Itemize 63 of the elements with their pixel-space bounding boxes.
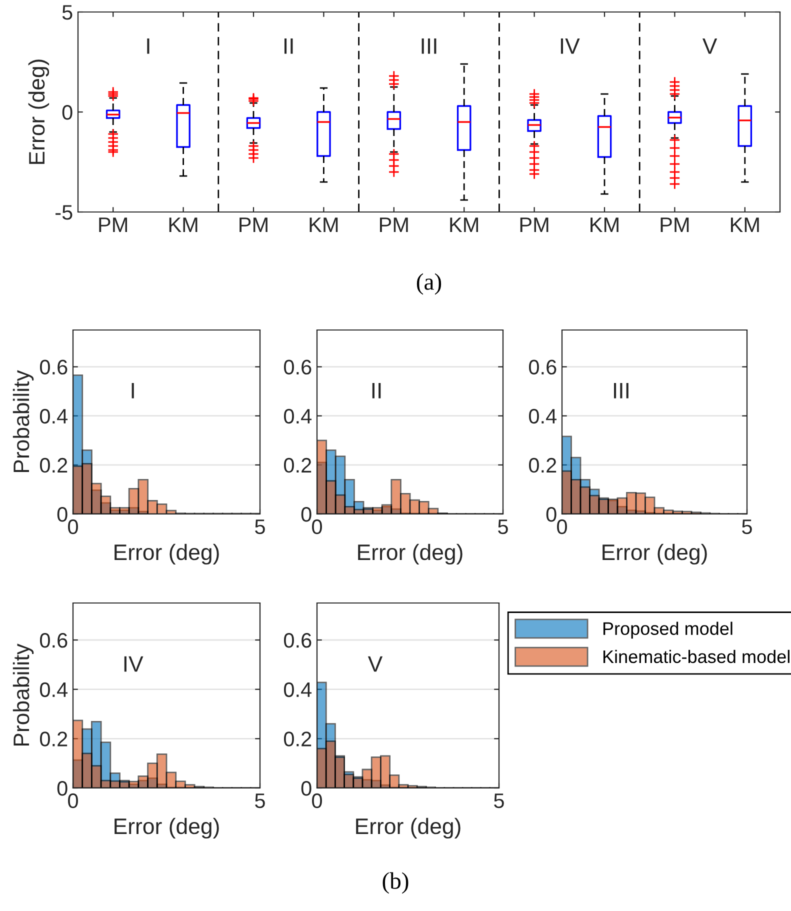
y-tick-label: 0.4 <box>40 682 68 698</box>
annotation: I <box>147 38 150 54</box>
x-axis-title: Error (deg) <box>114 544 219 565</box>
text: (b) <box>382 872 408 894</box>
y-tick-label: 0.2 <box>40 732 68 746</box>
y-tick-label: 0 <box>57 781 68 796</box>
y-tick-label: 5 <box>62 5 72 20</box>
annotation: III <box>614 383 628 398</box>
x-tick-label: 5 <box>255 794 265 808</box>
y-tick-label: 0 <box>301 507 312 522</box>
x-tick-label: 5 <box>255 520 265 534</box>
x-tick-label: KM <box>450 218 478 232</box>
y-axis-title: Error (deg) <box>28 60 50 164</box>
y-axis-title: Probability <box>12 370 34 472</box>
annotation: V <box>702 38 718 54</box>
x-tick-label: 0 <box>312 519 322 534</box>
annotation: II <box>372 383 381 398</box>
x-tick-label: PM <box>380 218 408 232</box>
y-tick-label: 0.6 <box>528 360 556 375</box>
x-tick-label: 5 <box>498 520 508 534</box>
y-axis-title: Probability <box>12 644 34 746</box>
legend-label: Kinematic-based model <box>603 650 790 664</box>
annotation: III <box>422 38 436 54</box>
x-tick-label: KM <box>169 218 198 232</box>
x-axis-title: Error (deg) <box>358 544 462 565</box>
y-tick-label: 0.2 <box>284 732 312 746</box>
y-tick-label: -5 <box>56 205 72 220</box>
x-tick-label: PM <box>660 218 689 232</box>
y-tick-label: 0.6 <box>40 360 68 375</box>
y-tick-label: 0.6 <box>284 633 312 648</box>
x-axis-title: Error (deg) <box>114 818 219 839</box>
y-tick-label: 0 <box>301 781 312 796</box>
x-axis-title: Error (deg) <box>602 544 707 565</box>
x-tick-label: PM <box>520 218 548 232</box>
y-tick-label: 0.6 <box>284 360 312 375</box>
annotation: V <box>368 656 383 672</box>
y-tick-label: 0.4 <box>284 408 312 424</box>
y-tick-label: 0 <box>546 507 556 522</box>
legend-label: Proposed model <box>603 622 732 639</box>
x-tick-label: KM <box>730 218 759 232</box>
y-tick-label: 0 <box>57 507 68 522</box>
text: (a) <box>416 273 442 295</box>
x-tick-label: 0 <box>312 793 322 808</box>
x-tick-label: 5 <box>742 520 752 534</box>
y-tick-label: 0.6 <box>40 633 68 648</box>
x-tick-label: PM <box>240 218 268 232</box>
annotation: II <box>284 38 293 54</box>
x-tick-label: 5 <box>494 794 504 808</box>
y-tick-label: 0.4 <box>284 682 312 698</box>
annotation: IV <box>124 656 144 672</box>
y-tick-label: 0.2 <box>528 458 556 473</box>
y-tick-label: 0 <box>62 105 72 120</box>
y-tick-label: 0.4 <box>528 408 557 424</box>
y-tick-label: 0.2 <box>40 458 68 473</box>
annotation: IV <box>560 38 580 54</box>
x-tick-label: KM <box>590 218 618 232</box>
annotation: I <box>132 383 134 398</box>
x-tick-label: 0 <box>557 519 567 534</box>
y-tick-label: 0.4 <box>40 408 68 424</box>
y-tick-label: 0.2 <box>284 458 312 473</box>
x-tick-label: PM <box>99 218 128 232</box>
x-tick-label: KM <box>310 218 338 232</box>
x-axis-title: Error (deg) <box>356 818 460 839</box>
